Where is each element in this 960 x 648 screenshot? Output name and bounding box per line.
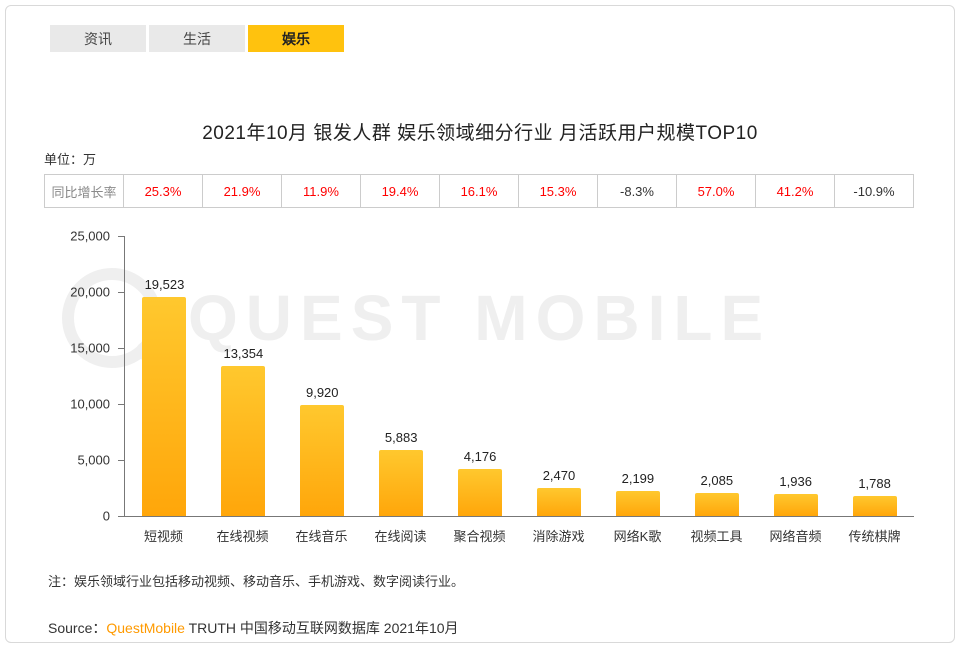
bar bbox=[615, 491, 660, 516]
bar-column: 1,788 bbox=[835, 236, 914, 516]
bar-column: 2,085 bbox=[677, 236, 756, 516]
category-label: 消除游戏 bbox=[532, 529, 585, 544]
yoy-growth-value: 25.3% bbox=[123, 175, 202, 207]
y-tick-label: 10,000 bbox=[70, 396, 110, 412]
bar-column: 9,920 bbox=[283, 236, 362, 516]
x-axis-labels: 短视频 在线视频 在线音乐 在线阅读 聚合视频 消除游戏 网络K歌 视频工具 网络音频 传统棋牌 bbox=[124, 526, 914, 545]
yoy-growth-value: -8.3% bbox=[597, 175, 676, 207]
bars-container: 19,523 13,354 9,920 5,883 4,176 2,470 2,199 2,0… bbox=[125, 236, 914, 516]
source-line: Source：QuestMobile TRUTH 中国移动互联网数据库 2021… bbox=[48, 618, 459, 638]
tab-bar: 资讯 生活 娱乐 bbox=[50, 25, 344, 52]
unit-label: 单位：万 bbox=[44, 152, 97, 167]
y-tick-label: 15,000 bbox=[70, 340, 110, 356]
bar bbox=[536, 488, 581, 516]
category-label: 传统棋牌 bbox=[848, 529, 901, 544]
bar-value-label: 5,883 bbox=[384, 430, 418, 446]
yoy-growth-value: 57.0% bbox=[676, 175, 755, 207]
bar-column: 2,470 bbox=[520, 236, 599, 516]
bar-value-label: 1,788 bbox=[858, 475, 891, 491]
tab-entertainment[interactable]: 娱乐 bbox=[248, 25, 344, 52]
yoy-growth-value: 16.1% bbox=[439, 175, 518, 207]
chart-title: 2021年10月 银发人群 娱乐领域细分行业 月活跃用户规模TOP10 bbox=[202, 123, 758, 144]
yoy-growth-header: 同比增长率 bbox=[51, 184, 117, 200]
source-brand: QuestMobile bbox=[106, 620, 185, 636]
y-tick-label: 0 bbox=[102, 508, 110, 524]
bar-value-label: 19,523 bbox=[144, 277, 185, 293]
yoy-growth-value: 15.3% bbox=[518, 175, 597, 207]
bar bbox=[852, 495, 897, 516]
y-tick-mark bbox=[118, 236, 124, 237]
y-axis: 25,000 20,000 15,000 10,000 5,000 0 bbox=[44, 229, 124, 524]
bar-column: 1,936 bbox=[756, 236, 835, 516]
tab-life[interactable]: 生活 bbox=[149, 25, 245, 52]
source-prefix: Source： bbox=[48, 620, 107, 636]
bar-value-label: 1,936 bbox=[779, 474, 812, 490]
bar-column: 4,176 bbox=[441, 236, 520, 516]
y-tick-mark bbox=[118, 404, 124, 405]
bar-value-label: 2,470 bbox=[542, 468, 576, 484]
bar bbox=[300, 404, 345, 516]
footnote: 注：娱乐领域行业包括移动视频、移动音乐、手机游戏、数字阅读行业。 bbox=[48, 574, 465, 589]
report-page: QUEST MOBILE 资讯 生活 娱乐 2021年10月 银发人群 娱乐领域细分… bbox=[5, 5, 955, 643]
bar bbox=[773, 494, 818, 516]
source-suffix: TRUTH 中国移动互联网数据库 2021年10月 bbox=[184, 620, 459, 636]
chart-body: 25,000 20,000 15,000 10,000 5,000 0 19,523 13,… bbox=[44, 229, 914, 524]
bar bbox=[379, 450, 424, 516]
bar-value-label: 4,176 bbox=[463, 449, 497, 465]
bar bbox=[694, 492, 739, 516]
y-tick-mark bbox=[118, 460, 124, 461]
bar bbox=[142, 297, 187, 516]
yoy-growth-value: -10.9% bbox=[834, 175, 913, 207]
category-label: 短视频 bbox=[143, 529, 183, 544]
y-tick-mark bbox=[118, 516, 124, 517]
yoy-growth-value: 21.9% bbox=[202, 175, 281, 207]
category-label: 网络音频 bbox=[769, 529, 822, 544]
y-tick-label: 5,000 bbox=[77, 452, 110, 468]
yoy-growth-value: 19.4% bbox=[360, 175, 439, 207]
bar-column: 5,883 bbox=[362, 236, 441, 516]
yoy-growth-table: 同比增长率 25.3% 21.9% 11.9% 19.4% 16.1% 15.3% -8.3… bbox=[44, 174, 914, 208]
bar-column: 13,354 bbox=[204, 236, 283, 516]
bar-value-label: 2,085 bbox=[700, 472, 734, 488]
bar-chart: 25,000 20,000 15,000 10,000 5,000 0 19,523 13,… bbox=[44, 229, 914, 545]
bar-value-label: 13,354 bbox=[223, 346, 264, 362]
y-tick-label: 25,000 bbox=[70, 228, 110, 244]
tab-news[interactable]: 资讯 bbox=[50, 25, 146, 52]
yoy-growth-value: 11.9% bbox=[281, 175, 360, 207]
category-label: 在线音乐 bbox=[295, 529, 348, 544]
category-label: 视频工具 bbox=[690, 529, 743, 544]
y-tick-label: 20,000 bbox=[70, 284, 110, 300]
category-label: 网络K歌 bbox=[613, 529, 662, 544]
bar bbox=[221, 366, 266, 516]
bar-value-label: 9,920 bbox=[305, 384, 339, 400]
bar-column: 2,199 bbox=[598, 236, 677, 516]
category-label: 在线阅读 bbox=[374, 529, 427, 544]
category-label: 聚合视频 bbox=[453, 529, 506, 544]
bar bbox=[458, 469, 503, 516]
bar-value-label: 2,199 bbox=[621, 471, 655, 487]
plot-area: 19,523 13,354 9,920 5,883 4,176 2,470 2,199 2,0… bbox=[124, 236, 914, 517]
bar-column: 19,523 bbox=[125, 236, 204, 516]
category-label: 在线视频 bbox=[216, 529, 269, 544]
yoy-growth-value: 41.2% bbox=[755, 175, 834, 207]
